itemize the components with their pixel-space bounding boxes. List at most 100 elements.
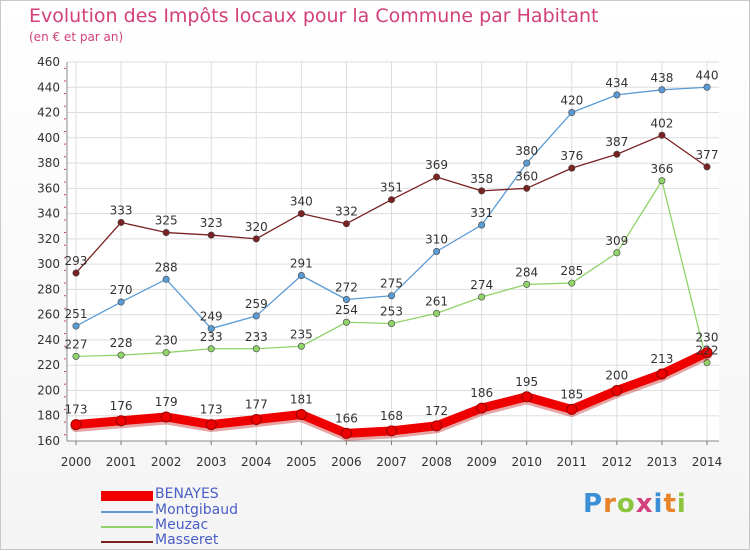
- data-label-benayes: 172: [425, 404, 448, 418]
- data-label-meuzac: 235: [290, 327, 313, 341]
- y-tick-label: 380: [37, 156, 60, 170]
- data-point-meuzac: [252, 345, 260, 353]
- data-label-montgibaud: 291: [290, 257, 313, 271]
- x-tick-label: 2005: [286, 455, 317, 469]
- data-point-masseret: [117, 218, 125, 226]
- data-label-masseret: 325: [155, 214, 178, 228]
- data-point-montgibaud: [117, 298, 125, 306]
- data-point-masseret: [703, 163, 711, 171]
- data-point-masseret: [523, 184, 531, 192]
- data-point-meuzac: [523, 280, 531, 288]
- x-tick-label: 2002: [151, 455, 182, 469]
- data-label-montgibaud: 434: [605, 76, 628, 90]
- data-point-masseret: [658, 131, 666, 139]
- y-tick-label: 420: [37, 106, 60, 120]
- data-point-masseret: [613, 150, 621, 158]
- data-label-montgibaud: 259: [245, 297, 268, 311]
- data-point-benayes: [431, 420, 443, 432]
- data-point-masseret: [297, 210, 305, 218]
- data-label-meuzac: 274: [470, 278, 493, 292]
- data-label-benayes: 213: [650, 352, 673, 366]
- x-tick-label: 2007: [376, 455, 407, 469]
- data-point-masseret: [162, 229, 170, 237]
- data-label-masseret: 402: [650, 116, 673, 130]
- x-tick-label: 2008: [421, 455, 452, 469]
- data-point-montgibaud: [207, 325, 215, 333]
- data-point-benayes: [656, 368, 668, 380]
- y-tick-label: 180: [37, 409, 60, 423]
- y-tick-label: 300: [37, 257, 60, 271]
- data-label-meuzac: 233: [200, 330, 223, 344]
- data-label-benayes: 176: [110, 399, 133, 413]
- legend-label-meuzac: Meuzac: [155, 517, 209, 533]
- data-label-meuzac: 227: [65, 337, 88, 351]
- data-label-montgibaud: 440: [696, 68, 719, 82]
- plot-area: [67, 62, 719, 441]
- y-tick-label: 200: [37, 383, 60, 397]
- x-tick-label: 2000: [61, 455, 92, 469]
- data-point-meuzac: [342, 318, 350, 326]
- data-point-meuzac: [72, 352, 80, 360]
- data-point-meuzac: [162, 349, 170, 357]
- x-tick-label: 2001: [106, 455, 137, 469]
- data-label-meuzac: 233: [245, 330, 268, 344]
- data-point-benayes: [115, 415, 127, 427]
- data-label-masseret: 340: [290, 195, 313, 209]
- data-label-montgibaud: 438: [650, 71, 673, 85]
- data-label-meuzac: 230: [155, 334, 178, 348]
- data-point-masseret: [207, 231, 215, 239]
- x-tick-label: 2006: [331, 455, 362, 469]
- data-point-masseret: [478, 187, 486, 195]
- data-point-benayes: [295, 408, 307, 420]
- data-point-montgibaud: [523, 159, 531, 167]
- y-tick-label: 260: [37, 308, 60, 322]
- data-label-meuzac: 228: [110, 336, 133, 350]
- data-label-benayes: 168: [380, 409, 403, 423]
- data-label-benayes: 173: [200, 403, 223, 417]
- chart-title: Evolution des Impôts locaux pour la Comm…: [29, 5, 599, 27]
- legend-label-montgibaud: Montgibaud: [155, 502, 239, 518]
- data-label-montgibaud: 249: [200, 310, 223, 324]
- data-point-montgibaud: [342, 296, 350, 304]
- data-label-masseret: 376: [560, 149, 583, 163]
- y-tick-label: 220: [37, 358, 60, 372]
- data-point-benayes: [701, 347, 713, 359]
- legend-swatch-masseret: [101, 541, 153, 543]
- data-label-masseret: 351: [380, 181, 403, 195]
- y-tick-label: 460: [37, 55, 60, 69]
- data-point-montgibaud: [658, 86, 666, 94]
- data-label-masseret: 387: [605, 135, 628, 149]
- y-tick-label: 360: [37, 181, 60, 195]
- data-label-benayes: 179: [155, 395, 178, 409]
- data-point-masseret: [72, 269, 80, 277]
- x-tick-label: 2003: [196, 455, 227, 469]
- legend-swatch-benayes: [101, 491, 153, 501]
- data-label-masseret: 320: [245, 220, 268, 234]
- data-label-masseret: 323: [200, 216, 223, 230]
- x-tick-label: 2013: [647, 455, 678, 469]
- data-label-benayes: 177: [245, 398, 268, 412]
- data-point-benayes: [386, 425, 397, 437]
- data-point-meuzac: [703, 359, 711, 367]
- data-point-benayes: [70, 419, 82, 431]
- x-tick-label: 2011: [557, 455, 588, 469]
- x-tick-label: 2014: [692, 455, 723, 469]
- x-tick-label: 2010: [511, 455, 542, 469]
- data-point-montgibaud: [72, 322, 80, 330]
- data-label-benayes: 166: [335, 411, 358, 425]
- legend-swatch-meuzac: [101, 526, 153, 528]
- data-point-masseret: [252, 235, 260, 243]
- y-tick-label: 440: [37, 80, 60, 94]
- chart-subtitle: (en € et par an): [29, 30, 124, 44]
- data-label-meuzac: 261: [425, 294, 448, 308]
- data-label-masseret: 333: [110, 203, 133, 217]
- data-label-meuzac: 284: [515, 265, 538, 279]
- data-point-masseret: [568, 164, 576, 172]
- data-label-meuzac: 309: [605, 234, 628, 248]
- data-point-meuzac: [658, 177, 666, 185]
- data-point-benayes: [205, 419, 217, 431]
- data-label-masseret: 369: [425, 158, 448, 172]
- data-label-montgibaud: 420: [560, 94, 583, 108]
